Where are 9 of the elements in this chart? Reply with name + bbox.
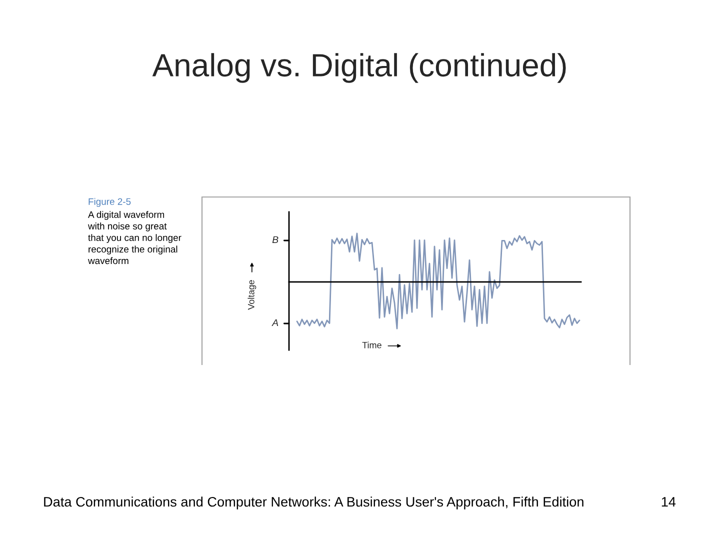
- x-axis-title: Time: [362, 342, 382, 348]
- text: B: [272, 236, 278, 244]
- text: A: [272, 319, 278, 326]
- text: A digital waveform with noise so great that you can no longer recognize the original waveform: [88, 211, 182, 264]
- text: 14: [662, 497, 676, 507]
- chart-title: Analog vs. Digital (continued): [152, 53, 566, 83]
- y-axis-title: Voltage: [248, 280, 256, 310]
- text: Data Communications and Computer Networks: A Business User's Approach, Fifth Edition: [44, 496, 584, 510]
- caption: Figure 2-5: [88, 198, 131, 207]
